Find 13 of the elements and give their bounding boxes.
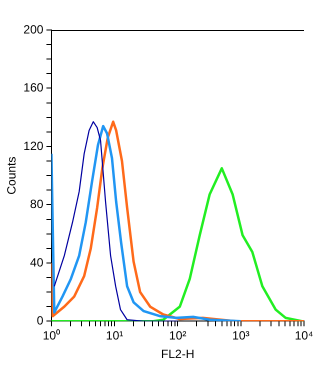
y-tick-label: 40 (30, 255, 44, 270)
y-tick-label: 200 (23, 22, 44, 36)
x-tick-label: 10⁴ (294, 328, 314, 343)
y-tick-label: 160 (23, 80, 44, 95)
y-tick-label: 120 (23, 138, 44, 153)
x-axis-title: FL2-H (161, 347, 194, 362)
x-tick-label: 10³ (232, 328, 250, 343)
x-tick-label: 10⁰ (42, 328, 60, 343)
y-tick-label: 80 (30, 197, 44, 212)
y-axis-title: Counts (4, 156, 19, 195)
y-tick-label: 0 (36, 314, 44, 328)
x-tick-label: 10¹ (106, 328, 124, 343)
x-tick-label: 10² (169, 328, 186, 343)
